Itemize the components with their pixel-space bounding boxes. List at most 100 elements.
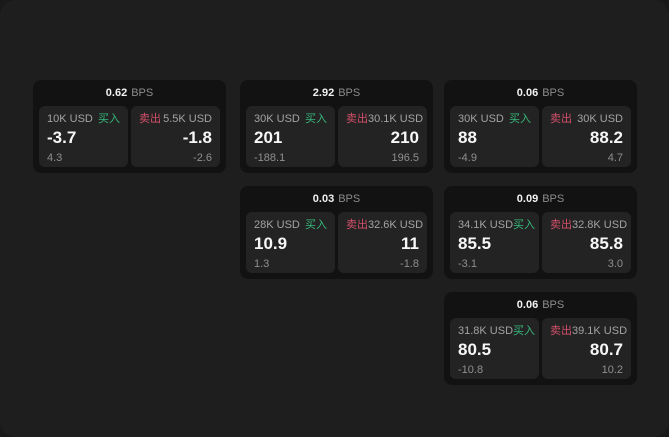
quote-tiles: 28K USD 买入 10.9 1.3 卖出 32.6K USD 11 -1.8 bbox=[246, 212, 427, 273]
sell-tile-top: 卖出 30K USD bbox=[550, 113, 623, 126]
sell-amount: 30.1K USD bbox=[368, 113, 424, 125]
sell-amount: 39.1K USD bbox=[572, 325, 628, 337]
sell-price: 11 bbox=[401, 234, 419, 253]
sell-delta: -2.6 bbox=[193, 152, 212, 164]
sell-price: 210 bbox=[390, 128, 419, 147]
quote-card: 0.06 BPS 30K USD 买入 88 -4.9 卖出 30K USD 88… bbox=[444, 80, 637, 173]
buy-label[interactable]: 买入 bbox=[305, 219, 327, 231]
sell-label[interactable]: 卖出 bbox=[346, 113, 368, 125]
spread-header: 0.09 BPS bbox=[450, 191, 631, 207]
buy-tile[interactable]: 10K USD 买入 -3.7 4.3 bbox=[39, 106, 128, 167]
buy-price: 201 bbox=[254, 128, 283, 147]
sell-tile[interactable]: 卖出 5.5K USD -1.8 -2.6 bbox=[131, 106, 220, 167]
buy-price: 10.9 bbox=[254, 234, 288, 253]
quote-card: 0.03 BPS 28K USD 买入 10.9 1.3 卖出 32.6K USD… bbox=[240, 186, 433, 279]
spread-value: 0.03 bbox=[312, 193, 335, 205]
sell-tile-top: 卖出 32.8K USD bbox=[550, 219, 627, 232]
quote-card: 0.06 BPS 31.8K USD 买入 80.5 -10.8 卖出 39.1K… bbox=[444, 292, 637, 385]
buy-tile[interactable]: 34.1K USD 买入 85.5 -3.1 bbox=[450, 212, 539, 273]
buy-amount: 30K USD bbox=[458, 113, 504, 125]
buy-tile-top: 10K USD 买入 bbox=[47, 113, 120, 126]
bps-label: BPS bbox=[542, 87, 565, 99]
buy-tile[interactable]: 31.8K USD 买入 80.5 -10.8 bbox=[450, 318, 539, 379]
buy-amount: 30K USD bbox=[254, 113, 300, 125]
buy-delta: 1.3 bbox=[254, 258, 270, 270]
quote-tiles: 31.8K USD 买入 80.5 -10.8 卖出 39.1K USD 80.… bbox=[450, 318, 631, 379]
bps-label: BPS bbox=[542, 193, 565, 205]
sell-amount: 30K USD bbox=[577, 113, 623, 125]
buy-tile[interactable]: 30K USD 买入 88 -4.9 bbox=[450, 106, 539, 167]
spread-header: 0.06 BPS bbox=[450, 297, 631, 313]
sell-label[interactable]: 卖出 bbox=[346, 219, 368, 231]
quote-tiles: 34.1K USD 买入 85.5 -3.1 卖出 32.8K USD 85.8… bbox=[450, 212, 631, 273]
quote-card: 0.62 BPS 10K USD 买入 -3.7 4.3 卖出 5.5K USD … bbox=[33, 80, 226, 173]
buy-tile[interactable]: 30K USD 买入 201 -188.1 bbox=[246, 106, 335, 167]
buy-tile-top: 30K USD 买入 bbox=[458, 113, 531, 126]
spread-value: 0.62 bbox=[105, 87, 128, 99]
sell-tile[interactable]: 卖出 32.6K USD 11 -1.8 bbox=[338, 212, 427, 273]
spread-header: 0.62 BPS bbox=[39, 85, 220, 101]
sell-price: -1.8 bbox=[182, 128, 212, 147]
buy-label[interactable]: 买入 bbox=[98, 113, 120, 125]
buy-price: 85.5 bbox=[458, 234, 492, 253]
buy-price: 88 bbox=[458, 128, 477, 147]
sell-price: 80.7 bbox=[589, 340, 623, 359]
spread-value: 0.09 bbox=[516, 193, 539, 205]
buy-amount: 31.8K USD bbox=[458, 325, 514, 337]
buy-delta: -3.1 bbox=[458, 258, 477, 270]
sell-tile[interactable]: 卖出 32.8K USD 85.8 3.0 bbox=[542, 212, 631, 273]
sell-tile-top: 卖出 5.5K USD bbox=[139, 113, 212, 126]
quote-card: 2.92 BPS 30K USD 买入 201 -188.1 卖出 30.1K U… bbox=[240, 80, 433, 173]
buy-tile-top: 28K USD 买入 bbox=[254, 219, 327, 232]
sell-label[interactable]: 卖出 bbox=[550, 113, 572, 125]
sell-price: 88.2 bbox=[589, 128, 623, 147]
sell-tile-top: 卖出 30.1K USD bbox=[346, 113, 423, 126]
bps-label: BPS bbox=[542, 299, 565, 311]
bps-label: BPS bbox=[338, 193, 361, 205]
buy-price: 80.5 bbox=[458, 340, 492, 359]
quote-tiles: 30K USD 买入 201 -188.1 卖出 30.1K USD 210 1… bbox=[246, 106, 427, 167]
sell-label[interactable]: 卖出 bbox=[139, 113, 161, 125]
sell-amount: 32.6K USD bbox=[368, 219, 424, 231]
buy-delta: -10.8 bbox=[458, 364, 484, 376]
buy-label[interactable]: 买入 bbox=[509, 113, 531, 125]
buy-amount: 28K USD bbox=[254, 219, 300, 231]
buy-delta: -4.9 bbox=[458, 152, 477, 164]
buy-price: -3.7 bbox=[47, 128, 77, 147]
sell-tile[interactable]: 卖出 30K USD 88.2 4.7 bbox=[542, 106, 631, 167]
buy-amount: 34.1K USD bbox=[458, 219, 514, 231]
sell-amount: 5.5K USD bbox=[163, 113, 212, 125]
buy-delta: 4.3 bbox=[47, 152, 63, 164]
sell-delta: -1.8 bbox=[400, 258, 419, 270]
sell-amount: 32.8K USD bbox=[572, 219, 628, 231]
sell-delta: 3.0 bbox=[607, 258, 623, 270]
quote-tiles: 30K USD 买入 88 -4.9 卖出 30K USD 88.2 4.7 bbox=[450, 106, 631, 167]
quote-card: 0.09 BPS 34.1K USD 买入 85.5 -3.1 卖出 32.8K … bbox=[444, 186, 637, 279]
spread-value: 2.92 bbox=[312, 87, 335, 99]
sell-price: 85.8 bbox=[589, 234, 623, 253]
buy-tile-top: 34.1K USD 买入 bbox=[458, 219, 535, 232]
buy-tile-top: 30K USD 买入 bbox=[254, 113, 327, 126]
buy-label[interactable]: 买入 bbox=[513, 325, 536, 337]
buy-label[interactable]: 买入 bbox=[305, 113, 327, 125]
sell-tile[interactable]: 卖出 39.1K USD 80.7 10.2 bbox=[542, 318, 631, 379]
quote-tiles: 10K USD 买入 -3.7 4.3 卖出 5.5K USD -1.8 -2.… bbox=[39, 106, 220, 167]
sell-tile-top: 卖出 32.6K USD bbox=[346, 219, 423, 232]
spread-header: 0.06 BPS bbox=[450, 85, 631, 101]
sell-tile[interactable]: 卖出 30.1K USD 210 196.5 bbox=[338, 106, 427, 167]
sell-delta: 196.5 bbox=[391, 152, 419, 164]
spread-header: 2.92 BPS bbox=[246, 85, 427, 101]
buy-delta: -188.1 bbox=[254, 152, 286, 164]
sell-tile-top: 卖出 39.1K USD bbox=[550, 325, 627, 338]
bps-label: BPS bbox=[338, 87, 361, 99]
spread-value: 0.06 bbox=[516, 299, 539, 311]
spread-header: 0.03 BPS bbox=[246, 191, 427, 207]
sell-delta: 4.7 bbox=[607, 152, 623, 164]
sell-label[interactable]: 卖出 bbox=[550, 325, 572, 337]
buy-label[interactable]: 买入 bbox=[513, 219, 536, 231]
buy-amount: 10K USD bbox=[47, 113, 93, 125]
sell-label[interactable]: 卖出 bbox=[550, 219, 572, 231]
buy-tile-top: 31.8K USD 买入 bbox=[458, 325, 535, 338]
buy-tile[interactable]: 28K USD 买入 10.9 1.3 bbox=[246, 212, 335, 273]
